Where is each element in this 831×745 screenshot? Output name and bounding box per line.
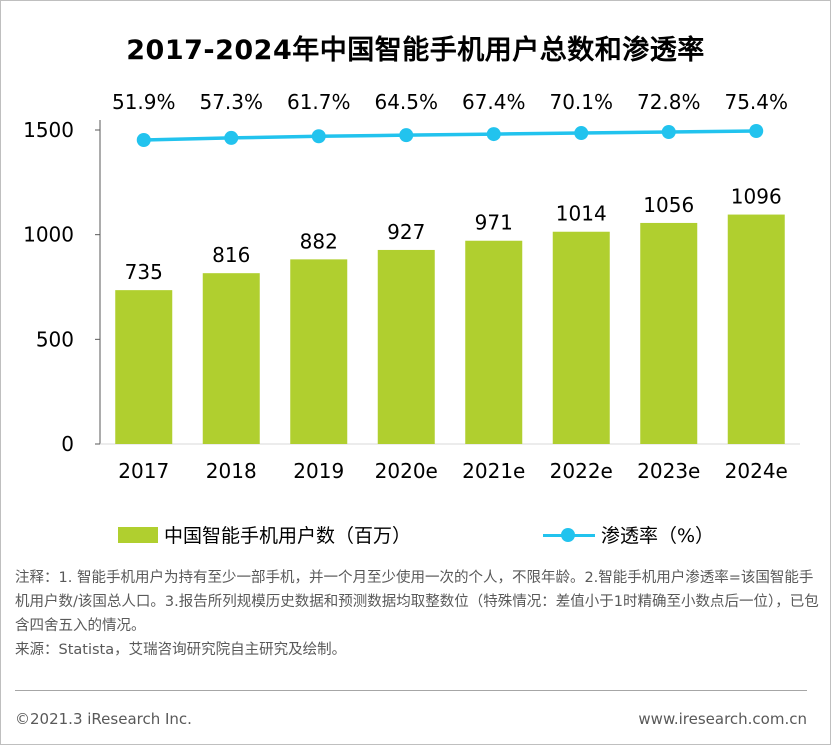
- bar-value-label: 971: [475, 211, 513, 235]
- penetration-label: 61.7%: [287, 90, 351, 114]
- legend-line-marker: [561, 527, 575, 542]
- penetration-label: 75.4%: [724, 90, 788, 114]
- penetration-label: 67.4%: [462, 90, 526, 114]
- y-tick-label: 1000: [23, 223, 74, 247]
- penetration-label: 70.1%: [549, 90, 613, 114]
- notes-text: 注释：1. 智能手机用户为持有至少一部手机，并一个月至少使用一次的个人，不限年龄…: [15, 570, 819, 634]
- copyright-text: ©2021.3 iResearch Inc.: [15, 710, 192, 728]
- bar-value-label: 735: [125, 260, 163, 284]
- penetration-label: 57.3%: [199, 90, 263, 114]
- bar-2020e: [377, 249, 435, 444]
- legend-bar-entry: 中国智能手机用户数（百万）: [118, 521, 411, 548]
- y-tick-label: 500: [36, 327, 74, 351]
- bar-value-label: 816: [212, 243, 250, 267]
- bar-2021e: [465, 240, 523, 444]
- source-text: 来源：Statista，艾瑞咨询研究院自主研究及绘制。: [15, 642, 347, 658]
- footer-divider: [15, 690, 807, 691]
- y-tick-label: 0: [61, 432, 74, 456]
- x-tick-label: 2020e: [375, 459, 438, 483]
- legend-line-swatch: [543, 525, 595, 545]
- bar-2024e: [727, 214, 785, 444]
- bar-2017: [115, 290, 173, 444]
- penetration-point: [486, 127, 501, 142]
- bar-2022e: [552, 231, 610, 444]
- chart-title: 2017-2024年中国智能手机用户总数和渗透率: [126, 35, 705, 66]
- x-tick-label: 2024e: [725, 459, 788, 483]
- x-tick-label: 2023e: [637, 459, 700, 483]
- bar-value-label: 1056: [643, 193, 694, 217]
- penetration-line: [143, 129, 757, 142]
- penetration-point: [136, 133, 151, 147]
- penetration-point: [661, 124, 676, 139]
- penetration-label: 64.5%: [374, 90, 438, 114]
- bar-2018: [202, 273, 260, 444]
- y-tick-label: 1500: [23, 118, 74, 142]
- penetration-point: [574, 126, 589, 141]
- x-tick-label: 2022e: [550, 459, 613, 483]
- website-url: www.iresearch.com.cn: [638, 710, 807, 728]
- penetration-point: [399, 128, 414, 143]
- bar-value-label: 927: [387, 220, 425, 244]
- penetration-point: [749, 124, 764, 138]
- legend-line-entry: 渗透率（%）: [543, 521, 714, 548]
- chart-notes: 注释：1. 智能手机用户为持有至少一部手机，并一个月至少使用一次的个人，不限年龄…: [15, 566, 821, 662]
- bar-value-label: 1014: [556, 202, 607, 226]
- bar-value-label: 1096: [731, 185, 782, 209]
- x-tick-label: 2019: [293, 459, 344, 483]
- penetration-point: [311, 129, 326, 144]
- x-tick-label: 2018: [206, 459, 257, 483]
- penetration-label: 72.8%: [637, 90, 701, 114]
- x-tick-label: 2021e: [462, 459, 525, 483]
- legend-bar-swatch: [118, 526, 158, 543]
- bar-2023e: [640, 222, 698, 444]
- penetration-point: [224, 130, 239, 145]
- legend-bar-label: 中国智能手机用户数（百万）: [164, 525, 412, 547]
- x-tick-label: 2017: [118, 459, 169, 483]
- bar-value-label: 882: [300, 229, 338, 253]
- chart-canvas: 0 500 1000 1500 735 2017 816 2018 882 2019 927 2020…: [23, 90, 800, 483]
- legend-line-label: 渗透率（%）: [601, 525, 715, 547]
- bar-2019: [290, 259, 348, 444]
- penetration-label: 51.9%: [112, 90, 176, 114]
